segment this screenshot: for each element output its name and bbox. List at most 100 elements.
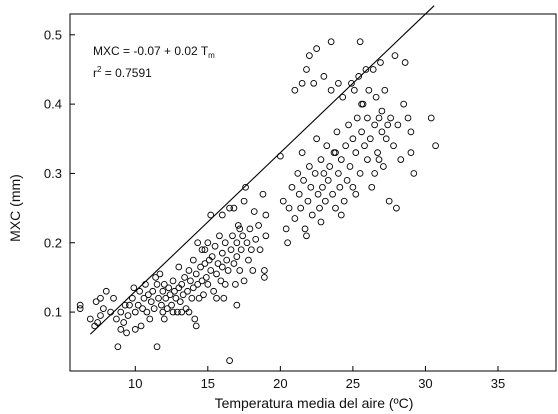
data-point [224, 267, 232, 274]
y-tick-label: 0.2 [44, 235, 62, 250]
data-point [255, 222, 262, 229]
data-point [397, 156, 405, 163]
data-point [348, 79, 355, 87]
data-point [221, 239, 229, 247]
data-point [375, 156, 383, 163]
data-point [204, 280, 212, 288]
data-point [143, 308, 151, 316]
data-point [191, 315, 199, 323]
data-point [333, 128, 341, 136]
data-point [162, 294, 170, 302]
data-point [282, 225, 290, 233]
data-point [169, 277, 177, 285]
data-point [307, 183, 315, 191]
data-point [233, 253, 241, 260]
data-point [369, 66, 377, 73]
data-point [207, 211, 215, 219]
data-point [217, 277, 225, 285]
data-point [131, 308, 139, 316]
data-point [297, 204, 305, 212]
data-point [233, 239, 241, 247]
x-axis: 10 15 20 25 30 35 [128, 366, 505, 391]
data-point [249, 267, 257, 274]
data-point [178, 280, 186, 288]
data-point [149, 287, 157, 295]
data-point [201, 260, 209, 267]
data-point [384, 121, 392, 129]
data-point [407, 128, 415, 136]
data-point [317, 156, 325, 163]
data-point [194, 239, 202, 247]
data-point [158, 301, 165, 309]
x-tick-label: 20 [273, 376, 287, 391]
data-point [97, 312, 104, 319]
data-point [298, 79, 306, 87]
data-point [349, 135, 357, 143]
data-point [130, 284, 138, 292]
data-point [410, 170, 418, 177]
data-point [361, 142, 368, 150]
data-point [337, 156, 345, 163]
x-tick-label: 30 [418, 376, 432, 391]
data-point [208, 253, 216, 260]
data-point [346, 163, 354, 170]
data-point [358, 100, 365, 108]
data-point [339, 93, 347, 101]
x-tick-label: 25 [346, 376, 360, 391]
data-point [365, 86, 373, 94]
data-point [352, 149, 360, 156]
data-point [332, 149, 339, 156]
data-point [179, 291, 187, 299]
data-point [223, 256, 231, 264]
data-point [298, 149, 306, 156]
data-point [134, 301, 142, 309]
data-point [353, 114, 361, 122]
data-point [259, 190, 267, 198]
data-point [124, 312, 132, 319]
data-point [256, 246, 264, 254]
data-point [313, 45, 320, 53]
data-point [377, 59, 384, 66]
data-point [316, 204, 323, 212]
data-point [284, 239, 291, 247]
data-point [110, 294, 117, 302]
data-point [306, 52, 313, 59]
data-point [117, 326, 125, 333]
data-point [192, 270, 200, 278]
data-point [262, 232, 270, 240]
data-point [139, 305, 146, 312]
data-point [126, 301, 133, 309]
data-point [337, 211, 345, 219]
regression-equation: MXC = -0.07 + 0.02 Tm [93, 44, 215, 60]
data-point [159, 308, 167, 316]
data-point [324, 177, 332, 184]
data-point [239, 232, 246, 240]
data-point [303, 66, 310, 73]
data-point [247, 246, 255, 254]
data-point [326, 163, 334, 170]
data-point [364, 114, 371, 122]
data-point [171, 287, 178, 295]
data-point [314, 190, 322, 198]
data-point [279, 197, 287, 205]
data-point [117, 308, 125, 316]
data-point [123, 329, 130, 337]
data-point [294, 170, 302, 177]
data-point [229, 232, 236, 240]
data-point [94, 319, 101, 326]
data-point [311, 170, 319, 177]
data-point [169, 308, 177, 316]
data-point [166, 291, 174, 299]
y-axis: 0.1 0.2 0.3 0.4 0.5 [44, 27, 75, 320]
y-tick-label: 0.4 [44, 97, 62, 112]
data-point [150, 305, 158, 312]
data-point [378, 107, 386, 115]
data-point [303, 232, 310, 240]
data-point [364, 156, 371, 163]
data-point [245, 256, 252, 264]
data-point [372, 93, 380, 101]
data-point [136, 287, 143, 295]
data-point [380, 163, 387, 170]
data-point [210, 287, 217, 295]
